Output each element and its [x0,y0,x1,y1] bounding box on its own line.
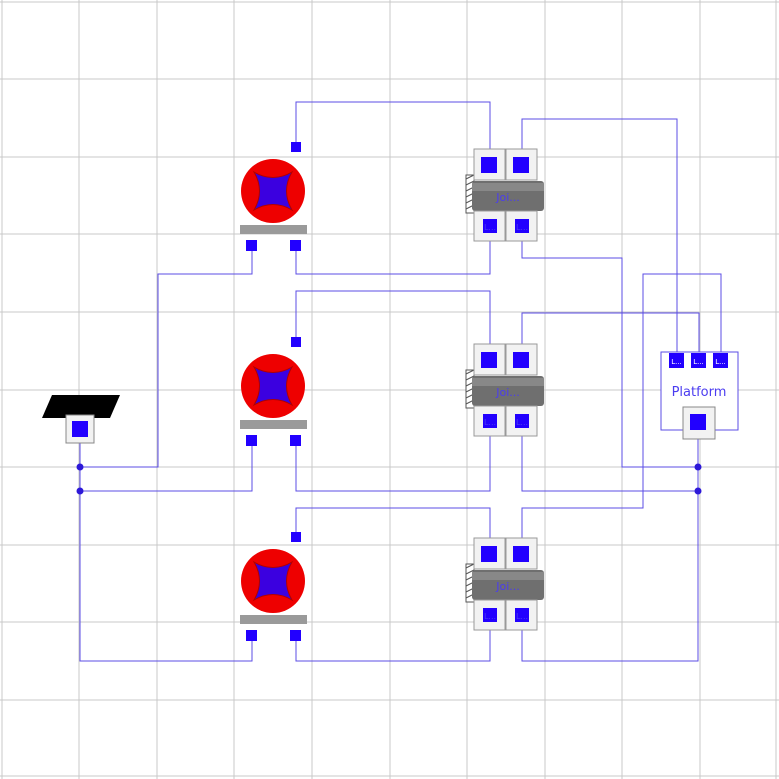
wire [79,439,253,492]
wire [79,491,253,662]
joint-hatch-line [465,375,475,381]
actuator-bottom-right-port[interactable] [290,630,301,641]
actuator-bottom-left-port[interactable] [246,630,257,641]
platform-port-label: L... [671,358,682,366]
joint-top-right-port[interactable] [513,157,529,173]
rotor-star [252,170,294,212]
joint-3[interactable]: Joi... L... L... [465,537,544,631]
joint-body-highlight [472,183,544,191]
wire [521,439,699,662]
joint-top-left-port[interactable] [481,352,497,368]
actuator-top-port[interactable] [291,532,301,542]
platform[interactable]: L... L... L... Platform [660,351,739,440]
joint-bottom-right-port[interactable] [515,414,529,428]
wire [295,507,491,553]
actuator-3[interactable] [240,532,307,641]
wire [521,229,698,468]
motor-icon [241,549,305,613]
joint-bottom-left-port[interactable] [483,414,497,428]
actuator-1[interactable] [240,142,307,251]
joint-label: Joi... [495,386,520,399]
joint-hatch-line [465,180,475,186]
joint-bottom-right-port[interactable] [515,608,529,622]
actuator-bottom-left-port[interactable] [246,240,257,251]
joint-top-right-port-frame[interactable] [505,537,538,570]
connection-wires [79,101,722,662]
wire [295,423,491,492]
wire [295,229,491,275]
joint-port-label: L... [516,612,528,621]
wire [521,118,678,359]
joint-port-label: L... [516,418,528,427]
joint-body-highlight [472,378,544,386]
ground-fixture[interactable] [42,395,120,444]
joint-port-label: L... [516,223,528,232]
wire [295,617,491,662]
joint-top-left-port[interactable] [481,157,497,173]
junctions [76,463,702,495]
motor-icon [241,354,305,418]
platform-bottom-port[interactable] [690,414,706,430]
wire [521,273,722,553]
platform-top-port-1[interactable] [669,353,684,368]
platform-top-port-2[interactable] [691,353,706,368]
joint-bottom-left-port[interactable] [483,608,497,622]
actuator-base [240,615,307,624]
rotor-star [252,560,294,602]
joint-label: Joi... [495,191,520,204]
joint-hatch-line [465,563,475,569]
actuator-top-port[interactable] [291,142,301,152]
ground-icon [42,395,120,418]
joint-label: Joi... [495,580,520,593]
joint-bottom-left-port-frame[interactable] [473,405,506,437]
joint-1[interactable]: Joi... L... L... [465,148,544,242]
actuator-bottom-left-port[interactable] [246,435,257,446]
rotor-star [252,365,294,407]
motor-icon [241,159,305,223]
joint-hatch-line [465,174,475,180]
actuator-bottom-right-port[interactable] [290,240,301,251]
junction-dot [694,487,702,495]
wire [295,290,491,359]
actuator-base [240,225,307,234]
junction-dot [76,487,84,495]
joint-bottom-right-port[interactable] [515,219,529,233]
joint-bottom-left-port[interactable] [483,219,497,233]
joint-port-label: L... [484,612,496,621]
wire [79,248,253,468]
joint-2[interactable]: Joi... L... L... [465,343,544,437]
joint-top-right-port[interactable] [513,352,529,368]
junction-dot [694,463,702,471]
platform-top-port-3[interactable] [713,353,728,368]
platform-port-label: L... [693,358,704,366]
joint-hatch-line [465,369,475,375]
joint-port-label: L... [484,223,496,232]
wire [521,423,698,492]
wire [521,312,700,359]
joint-top-left-port[interactable] [481,546,497,562]
joint-body-highlight [472,572,544,580]
actuator-2[interactable] [240,337,307,446]
platform-port-label: L... [715,358,726,366]
junction-dot [76,463,84,471]
ground-port[interactable] [72,421,88,437]
platform-label: Platform [672,385,727,400]
joint-hatch-line [465,569,475,575]
actuator-top-port[interactable] [291,337,301,347]
actuator-bottom-right-port[interactable] [290,435,301,446]
actuator-base [240,420,307,429]
joint-top-right-port[interactable] [513,546,529,562]
joint-port-label: L... [484,418,496,427]
wire [295,101,491,164]
